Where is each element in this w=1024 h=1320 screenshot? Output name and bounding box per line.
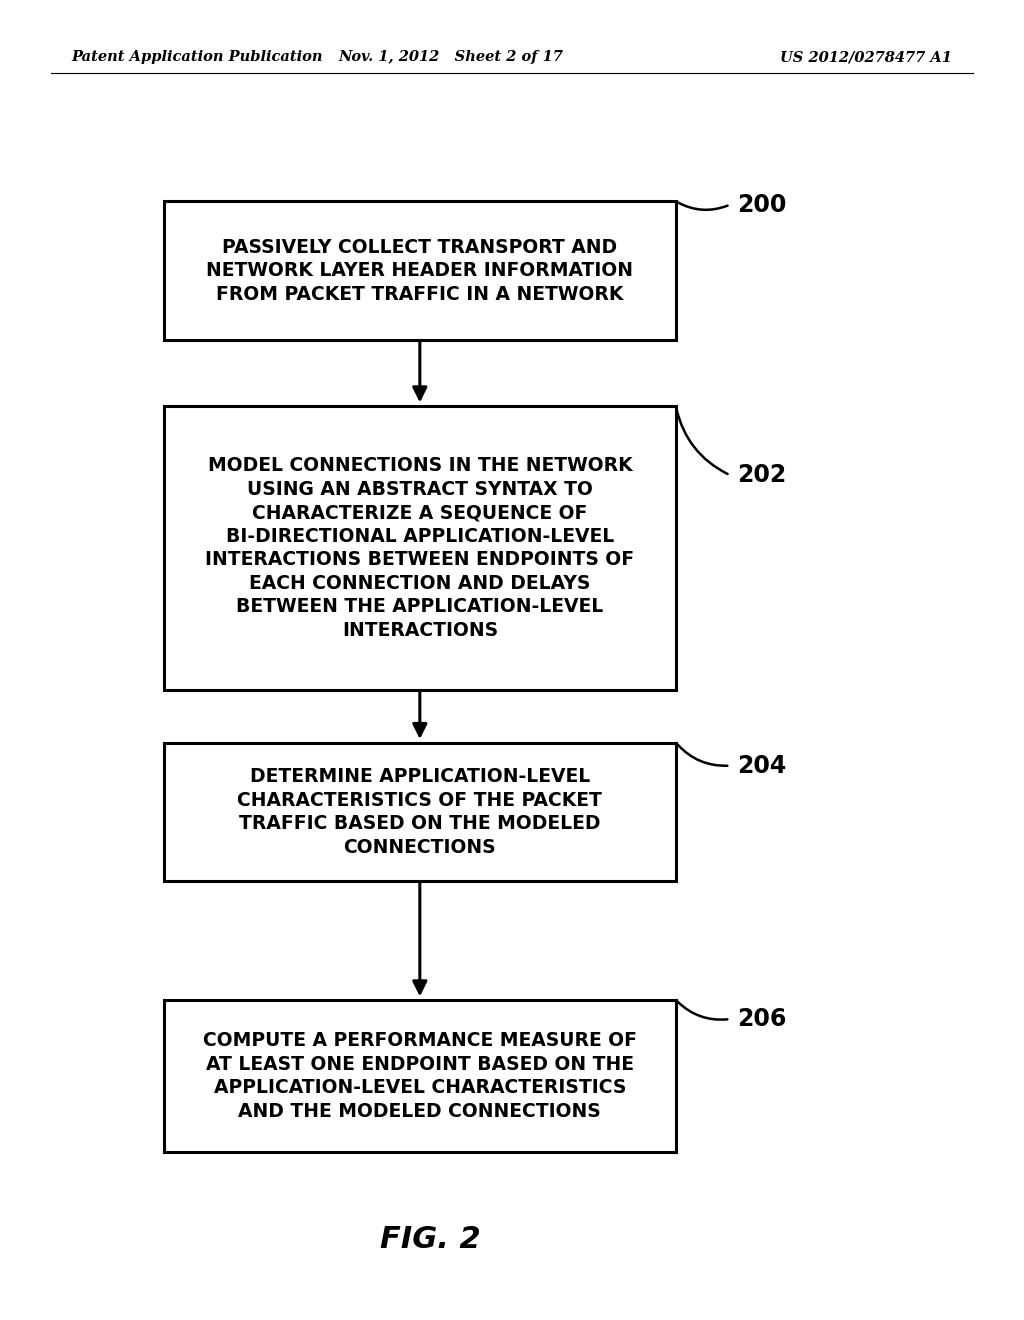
Text: FIG. 2: FIG. 2	[380, 1225, 480, 1254]
Text: PASSIVELY COLLECT TRANSPORT AND
NETWORK LAYER HEADER INFORMATION
FROM PACKET TRA: PASSIVELY COLLECT TRANSPORT AND NETWORK …	[207, 238, 633, 304]
Bar	[164, 201, 676, 339]
Bar	[164, 742, 676, 882]
Text: 206: 206	[737, 1007, 786, 1031]
Text: Patent Application Publication: Patent Application Publication	[72, 50, 324, 65]
Bar	[164, 407, 676, 689]
Text: 202: 202	[737, 463, 786, 487]
Text: DETERMINE APPLICATION-LEVEL
CHARACTERISTICS OF THE PACKET
TRAFFIC BASED ON THE M: DETERMINE APPLICATION-LEVEL CHARACTERIST…	[238, 767, 602, 857]
Text: 200: 200	[737, 193, 786, 216]
Bar	[164, 1001, 676, 1151]
Text: COMPUTE A PERFORMANCE MEASURE OF
AT LEAST ONE ENDPOINT BASED ON THE
APPLICATION-: COMPUTE A PERFORMANCE MEASURE OF AT LEAS…	[203, 1031, 637, 1121]
Text: Nov. 1, 2012   Sheet 2 of 17: Nov. 1, 2012 Sheet 2 of 17	[338, 50, 563, 65]
Text: MODEL CONNECTIONS IN THE NETWORK
USING AN ABSTRACT SYNTAX TO
CHARACTERIZE A SEQU: MODEL CONNECTIONS IN THE NETWORK USING A…	[205, 455, 635, 640]
Text: 204: 204	[737, 754, 786, 777]
Text: US 2012/0278477 A1: US 2012/0278477 A1	[780, 50, 952, 65]
